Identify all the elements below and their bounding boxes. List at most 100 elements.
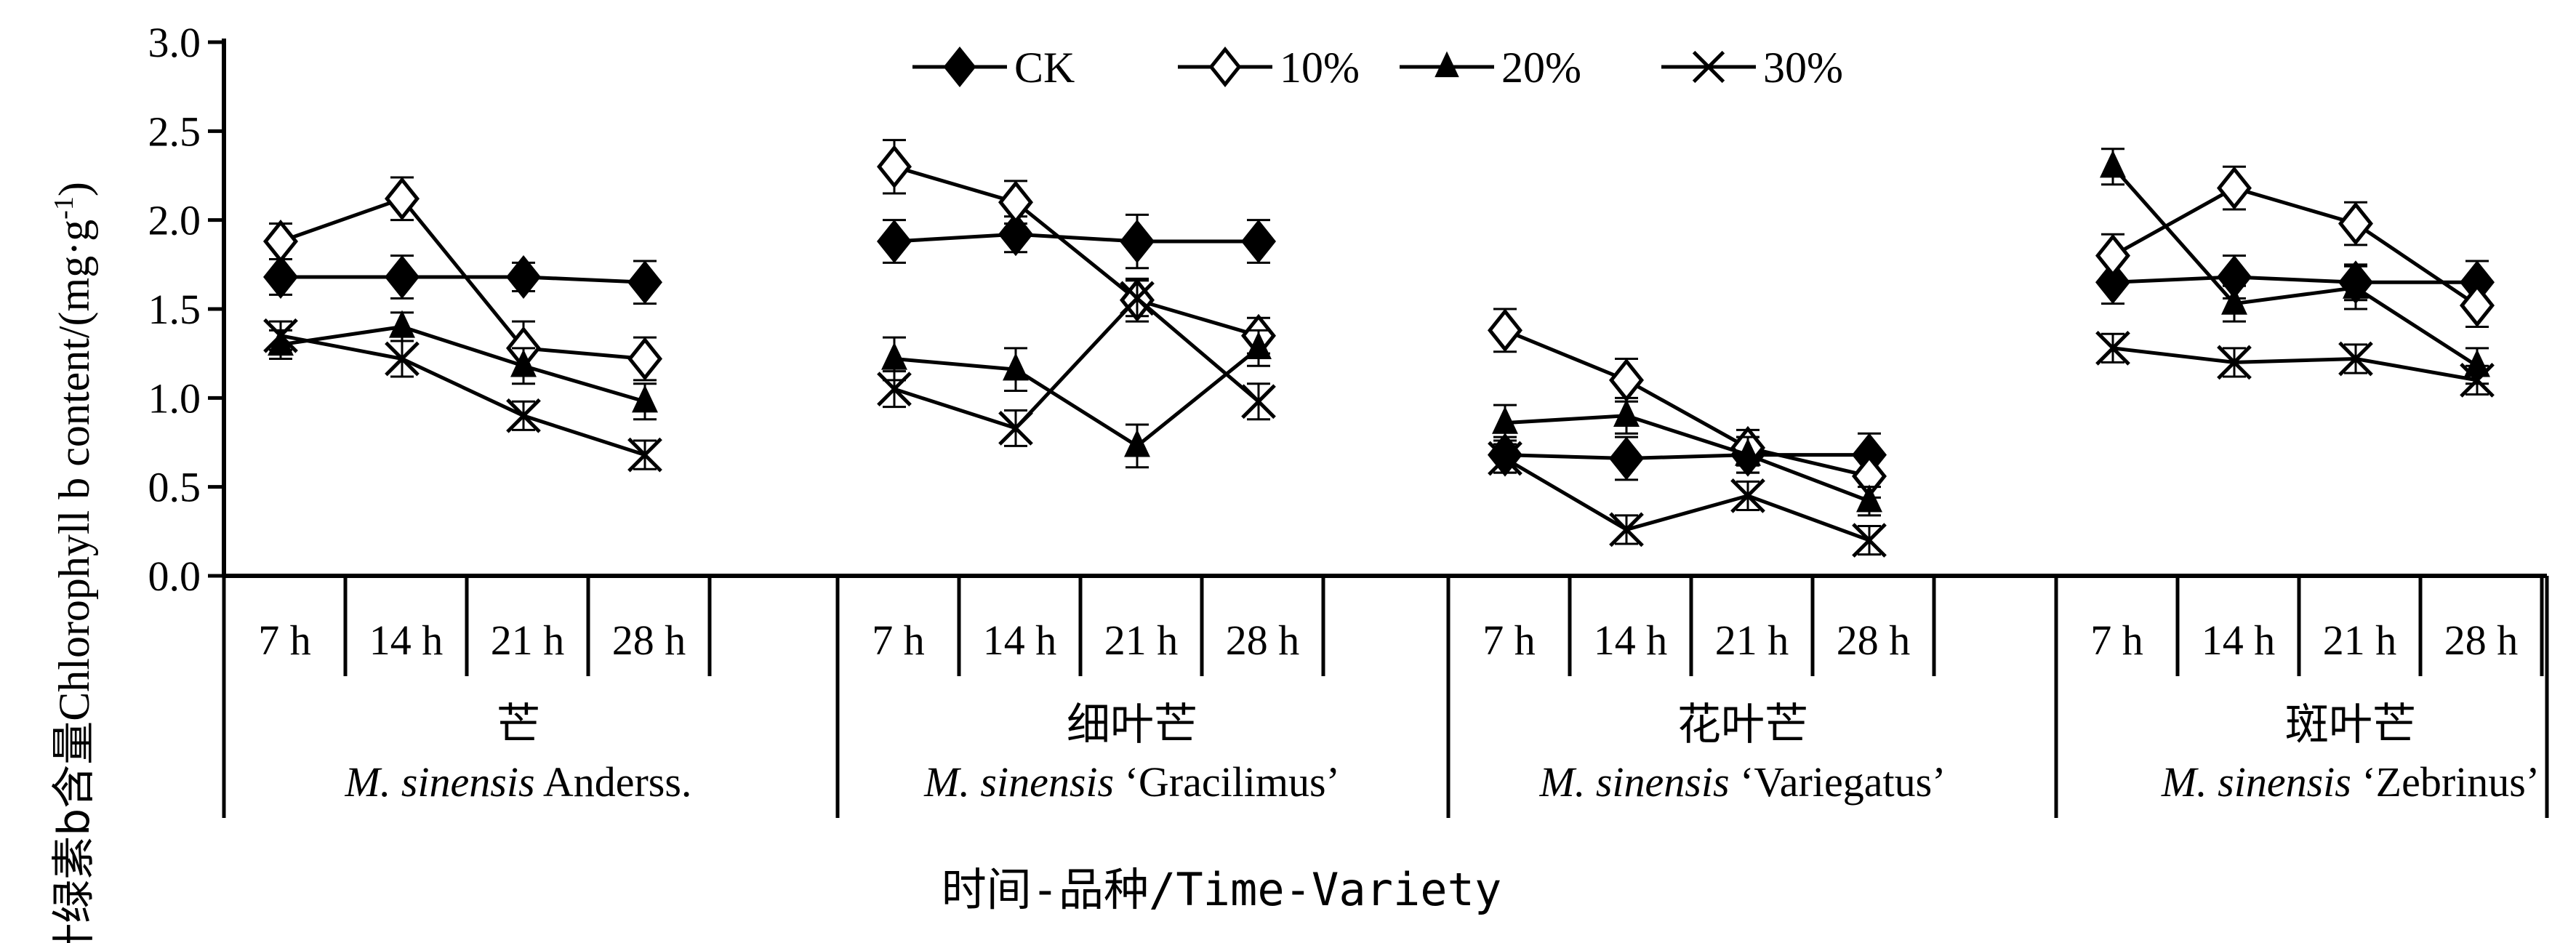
time-tick-label: 21 h — [1104, 617, 1179, 664]
series-line — [894, 164, 1259, 338]
data-point — [2221, 286, 2247, 315]
group-name-cn: 细叶芒 — [1067, 699, 1197, 750]
series-line — [2111, 185, 2479, 308]
series-line — [894, 295, 1260, 430]
y-axis-label-cn: 叶绿素b含量 — [49, 721, 100, 943]
group-name-latin: M. sinensis ‘Zebrinus’ — [2161, 758, 2540, 806]
group-latin-species: M. sinensis — [923, 758, 1114, 806]
series-20% — [268, 148, 2490, 517]
data-point — [384, 177, 420, 221]
y-tick-label: 2.5 — [148, 108, 201, 155]
data-point — [2338, 201, 2374, 246]
group-name-cn: 芒 — [497, 699, 540, 750]
data-point — [1488, 441, 1522, 476]
group-latin-cultivar: ‘Variegatus’ — [1730, 758, 1946, 806]
y-tick-label: 3.0 — [148, 19, 201, 66]
legend-label: 30% — [1763, 44, 1843, 92]
data-point — [1003, 353, 1029, 381]
group-name-cn: 花叶芒 — [1677, 699, 1808, 750]
legend-marker — [1435, 51, 1459, 78]
series-line — [280, 334, 646, 457]
data-point — [506, 398, 541, 433]
time-tick-label: 21 h — [2323, 617, 2397, 664]
time-tick-label: 14 h — [1594, 617, 1668, 664]
data-point — [2459, 284, 2495, 328]
data-point — [1119, 220, 1155, 264]
data-point — [1492, 406, 1518, 434]
legend-item-30%: 30% — [1661, 44, 1843, 92]
data-point — [2460, 362, 2495, 398]
group-name-latin: M. sinensis Anderss. — [345, 758, 692, 806]
data-point — [2095, 330, 2130, 366]
group-latin-cultivar: ‘Gracilimus’ — [1114, 758, 1340, 806]
data-point — [876, 145, 912, 189]
legend-label: 20% — [1501, 44, 1581, 92]
series-line — [2112, 275, 2477, 284]
data-point — [877, 372, 912, 406]
data-point — [263, 318, 298, 353]
data-point — [627, 260, 663, 305]
legend-item-20%: 20% — [1400, 44, 1581, 92]
data-point — [627, 437, 662, 473]
data-point — [998, 180, 1034, 225]
data-point — [998, 411, 1033, 446]
legend-marker — [1692, 50, 1725, 84]
data-point — [1852, 523, 1887, 558]
data-point — [2216, 166, 2252, 210]
data-point — [1608, 358, 1645, 402]
series-line — [1504, 453, 1869, 461]
series-line — [894, 346, 1260, 449]
y-tick-label: 0.0 — [148, 553, 201, 600]
data-point — [389, 310, 415, 338]
time-tick-label: 7 h — [2090, 617, 2143, 664]
time-tick-label: 28 h — [612, 617, 686, 664]
data-point — [998, 212, 1034, 257]
time-tick-label: 28 h — [2444, 617, 2519, 664]
data-point — [881, 342, 907, 370]
y-tick-label: 2.0 — [148, 197, 201, 244]
time-tick-label: 14 h — [2202, 617, 2276, 664]
data-point — [262, 220, 299, 264]
data-point — [1856, 484, 1882, 513]
series-line — [281, 275, 646, 284]
data-point — [2338, 341, 2373, 377]
legend: CK 10% 20% 30% — [912, 44, 1843, 92]
series-line — [280, 324, 646, 404]
data-point — [1613, 398, 1640, 427]
data-point — [2343, 270, 2369, 299]
data-point — [2095, 233, 2131, 278]
legend-item-10%: 10% — [1178, 44, 1360, 92]
y-tick-label: 0.5 — [148, 464, 201, 511]
data-point — [627, 337, 663, 381]
plot-area — [262, 139, 2495, 558]
group-labels: 芒 M. sinensis Anderss. 细叶芒 M. sinensis ‘Gra… — [345, 699, 2540, 806]
time-tick-label: 7 h — [1482, 617, 1536, 664]
series-line — [280, 196, 646, 361]
time-tick-label: 14 h — [983, 617, 1057, 664]
group-latin-cultivar: Anderss. — [535, 758, 692, 806]
data-point — [1120, 281, 1155, 316]
legend-item-CK: CK — [912, 44, 1075, 92]
time-tick-label: 7 h — [872, 617, 925, 664]
data-point — [262, 254, 299, 299]
y-axis-label-close: ) — [50, 182, 98, 196]
group-name-cn: 斑叶芒 — [2285, 699, 2416, 750]
axes: 0.0 0.5 1.0 1.5 2.0 2.5 3.0 7 h 14 h 21 h 28 h 7 h 1… — [148, 19, 2549, 818]
series-line — [1504, 329, 1870, 478]
time-tick-label: 28 h — [1226, 617, 1300, 664]
series-10% — [262, 139, 2495, 499]
legend-label: 10% — [1280, 44, 1360, 92]
data-point — [1487, 308, 1523, 353]
data-point — [510, 349, 537, 377]
series-line — [2112, 346, 2478, 382]
y-axis-label-sup: -1 — [49, 196, 79, 220]
series-line — [1504, 414, 1870, 503]
data-point — [505, 254, 542, 299]
data-point — [1240, 220, 1277, 264]
group-latin-species: M. sinensis — [345, 758, 535, 806]
y-axis-label-en: Chlorophyll b content/(mg·g — [50, 220, 98, 721]
group-latin-species: M. sinensis — [1539, 758, 1730, 806]
data-point — [384, 254, 420, 299]
time-tick-label: 7 h — [258, 617, 311, 664]
legend-marker — [943, 46, 976, 88]
